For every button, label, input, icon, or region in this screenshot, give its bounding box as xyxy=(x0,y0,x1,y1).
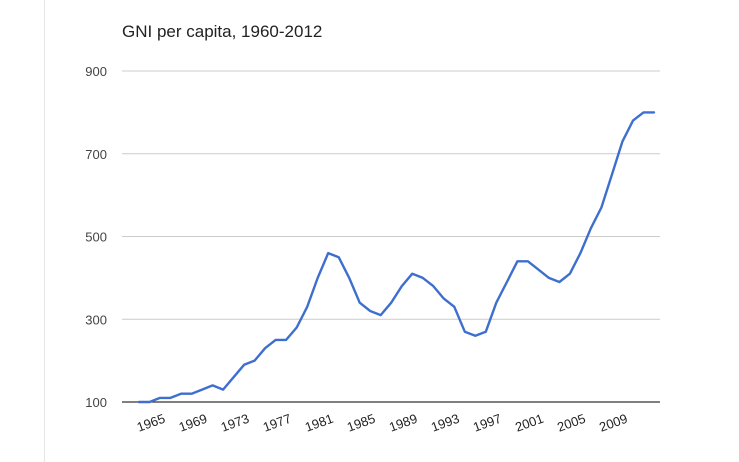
x-tick-label: 1985 xyxy=(345,411,377,435)
series-line xyxy=(137,111,656,404)
x-tick-label: 1989 xyxy=(387,411,419,435)
x-tick-label: 2005 xyxy=(555,411,587,435)
x-tick-label: 1969 xyxy=(177,411,209,435)
y-tick-label: 900 xyxy=(85,64,107,79)
y-tick-label: 300 xyxy=(85,312,107,327)
x-tick-label: 2009 xyxy=(597,411,629,435)
y-tick-label: 500 xyxy=(85,230,107,245)
x-tick-label: 1965 xyxy=(135,411,167,435)
x-tick-label: 1977 xyxy=(261,411,293,435)
y-tick-label: 700 xyxy=(85,147,107,162)
x-tick-label: 2001 xyxy=(513,411,545,435)
x-tick-label: 1997 xyxy=(471,411,503,435)
chart-title: GNI per capita, 1960-2012 xyxy=(122,22,323,41)
y-tick-label: 100 xyxy=(85,395,107,410)
left-divider xyxy=(44,0,45,462)
x-tick-label: 1973 xyxy=(219,411,251,435)
x-tick-label: 1993 xyxy=(429,411,461,435)
x-tick-label: 1981 xyxy=(303,411,335,435)
